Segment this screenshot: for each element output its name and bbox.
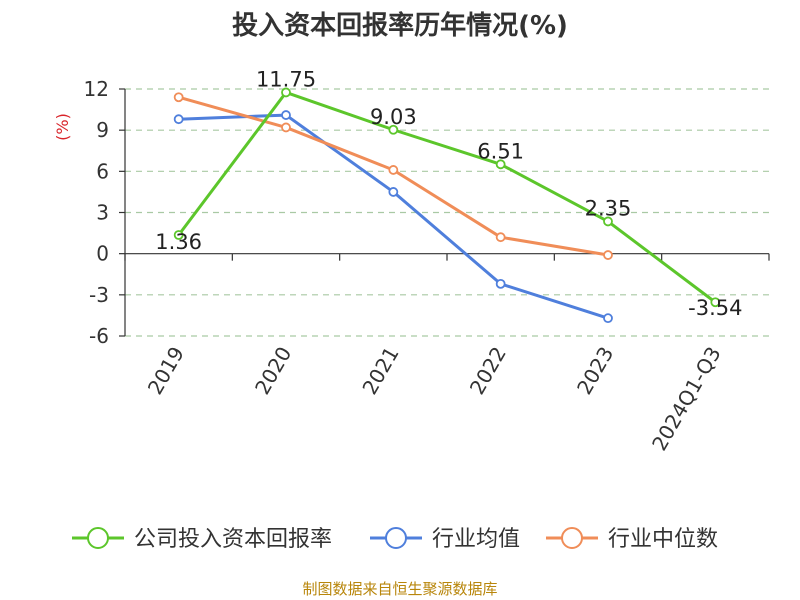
x-tick-label: 2024Q1-Q3 (647, 343, 726, 455)
data-point (173, 230, 184, 240)
data-labels: 1.36 11.75 9.03 6.51 2.35 -3.54 (155, 67, 742, 320)
grid-lines (125, 88, 769, 337)
data-point (173, 114, 184, 125)
legend-item: 行业中位数 (546, 527, 718, 552)
x-tick-labels: 2019 2020 2021 2022 2023 2024Q1-Q3 (143, 342, 726, 454)
legend-marker (87, 527, 109, 549)
y-tick-label: 0 (96, 242, 109, 266)
legend-item: 行业均值 (370, 527, 520, 552)
data-point (388, 187, 399, 197)
legend-item: 公司投入资本回报率 (72, 527, 332, 552)
data-point (603, 216, 613, 227)
y-tick-label: -6 (89, 324, 109, 348)
series-line (178, 113, 609, 320)
x-tick-label: 2023 (572, 343, 618, 399)
legend: 公司投入资本回报率 行业均值 行业中位数 (72, 527, 718, 552)
chart-title: 投入资本回报率历年情况(%) (232, 10, 568, 41)
data-point (281, 110, 291, 120)
legend-label: 行业中位数 (608, 527, 718, 552)
data-point (281, 122, 291, 133)
x-tick-label: 2020 (250, 343, 296, 399)
y-tick-label: 3 (96, 201, 109, 225)
data-label: 6.51 (477, 139, 524, 163)
data-label: -3.54 (688, 296, 742, 320)
data-point (388, 124, 399, 135)
data-point (710, 297, 721, 308)
legend-marker (561, 527, 583, 549)
legend-label: 行业均值 (432, 527, 520, 552)
y-tick-label: -3 (89, 283, 109, 307)
x-tick-label: 2019 (143, 343, 189, 399)
source-note: 制图数据来自恒生聚源数据库 (302, 580, 497, 598)
x-tick-label: 2022 (465, 342, 511, 398)
y-tick-labels: 12 9 6 3 0 -3 -6 (84, 77, 109, 348)
data-point (281, 87, 291, 98)
legend-label: 公司投入资本回报率 (134, 527, 332, 552)
series-lines (173, 87, 721, 324)
data-label: 1.36 (155, 230, 202, 254)
data-label: 2.35 (585, 196, 632, 220)
y-axis-label: (%) (53, 113, 72, 141)
legend-marker (385, 527, 407, 549)
data-point (388, 165, 399, 175)
y-tick-label: 6 (96, 159, 109, 183)
data-label: 9.03 (370, 105, 417, 129)
axes (119, 88, 770, 337)
y-tick-label: 12 (84, 77, 109, 101)
data-point (495, 159, 506, 170)
data-point (495, 232, 506, 243)
x-tick-label: 2021 (357, 343, 403, 399)
data-point (495, 278, 506, 289)
data-point (173, 92, 184, 103)
data-point (603, 250, 613, 260)
data-label: 11.75 (256, 67, 316, 91)
y-tick-label: 9 (96, 118, 109, 142)
data-point (603, 313, 613, 324)
series-line (177, 90, 717, 304)
